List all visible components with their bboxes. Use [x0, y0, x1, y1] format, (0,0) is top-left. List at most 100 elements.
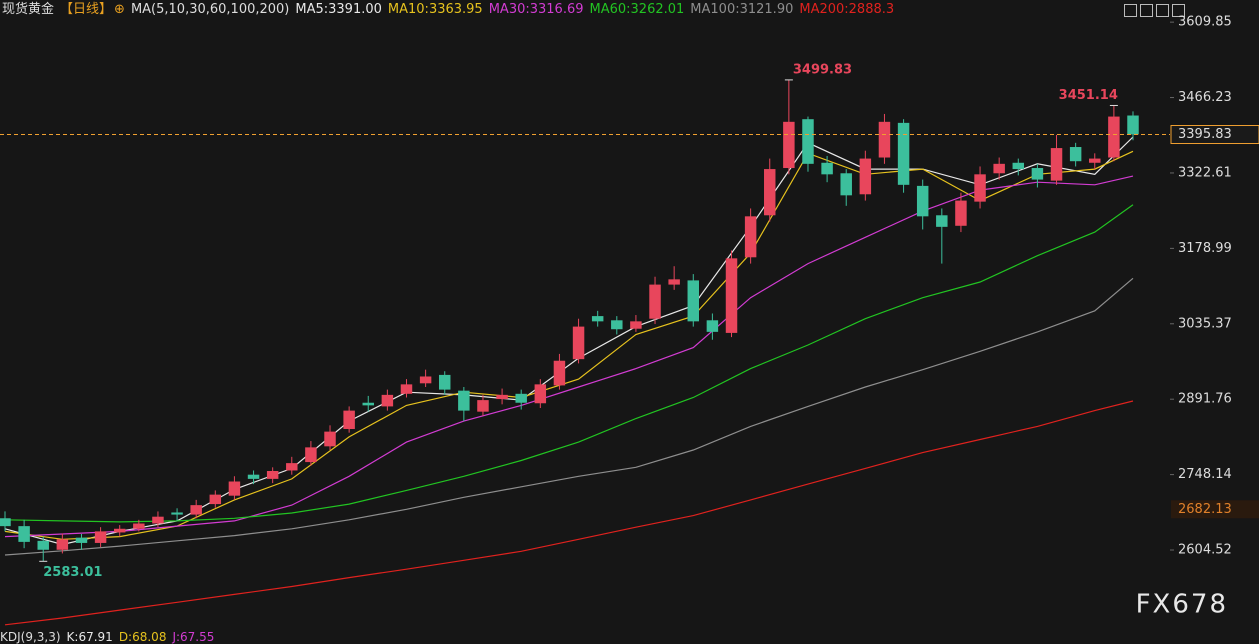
legend-entry: MA30:3316.69 [488, 2, 584, 17]
candle-body [1050, 148, 1063, 181]
candle-body [897, 122, 910, 185]
candle-body [362, 402, 374, 406]
legend-entry: MA10:3363.95 [387, 2, 483, 17]
annotation: 3499.83 [793, 62, 852, 77]
ma-line [4, 136, 1134, 546]
candle-body [343, 410, 355, 429]
candle-body [305, 447, 317, 463]
candle-body [840, 173, 852, 196]
candle-body [171, 512, 183, 515]
candle-body [496, 394, 508, 400]
candle-body [113, 528, 126, 533]
candle-body [381, 394, 394, 407]
candle-body [878, 121, 891, 158]
candle-body [687, 280, 700, 322]
candle-body [458, 390, 470, 411]
candle-body [1127, 115, 1139, 135]
candle-body [18, 526, 30, 542]
candle-body [706, 320, 719, 332]
candle-body [572, 326, 585, 360]
candle-body [400, 384, 413, 394]
price-label-box [1170, 125, 1259, 145]
price-label-box [1171, 500, 1259, 519]
candle-body [1089, 158, 1101, 163]
candle-body [266, 471, 279, 479]
y-tick-label: 3466.23 [1178, 90, 1232, 105]
tool-button[interactable] [1140, 4, 1153, 17]
candle-body [553, 360, 566, 386]
candle-body [247, 474, 260, 479]
candle-body [75, 537, 88, 543]
y-tick-label: 2604.52 [1178, 543, 1232, 558]
y-tick-label: 3178.99 [1178, 241, 1232, 256]
annotation: 3451.14 [1059, 88, 1118, 103]
price-label: 3395.83 [1178, 127, 1232, 142]
candle-body [209, 494, 222, 505]
candle-body [1012, 162, 1025, 170]
candle-body [228, 481, 241, 496]
tool-button[interactable] [1124, 4, 1137, 17]
y-tick-label: 3609.85 [1178, 15, 1232, 30]
candle-body [0, 518, 11, 527]
candle-body [611, 320, 623, 330]
candle-body [955, 200, 967, 226]
candle-body [190, 505, 202, 515]
candle-body [515, 393, 527, 403]
candle-body [649, 284, 661, 319]
price-label: 2682.13 [1178, 502, 1232, 517]
candle-body [802, 119, 814, 164]
candle-body [1069, 147, 1082, 162]
candle-body [1108, 116, 1120, 158]
chart: FX678 3609.85 3466.23 3322.61 3178.99 3035.3… [0, 15, 1259, 626]
indicator-name: KDJ(9,3,3) [0, 630, 61, 644]
candle-body [764, 169, 776, 216]
watermark: FX678 [1136, 590, 1228, 620]
symbol-title: 现货黄金 [2, 2, 55, 17]
header: 现货黄金 【日线】 ⊕ MA(5,10,30,60,100,200) MA5:3391.… [2, 1, 906, 19]
candle-body [668, 279, 680, 285]
candle-body [936, 215, 948, 227]
candle-body [859, 158, 872, 195]
tool-button[interactable] [1172, 4, 1185, 17]
y-tick-label: 2748.14 [1178, 467, 1232, 482]
candle-body [1031, 168, 1044, 180]
ma-line [4, 204, 1134, 523]
legend-entry: MA60:3262.01 [589, 2, 685, 17]
candle-body [993, 163, 1005, 174]
candle-body [438, 374, 451, 390]
candle-body [56, 539, 69, 550]
annotation: 2583.01 [43, 565, 102, 580]
ma-line [4, 400, 1134, 626]
toolbar [1121, 2, 1185, 21]
period[interactable]: 【日线】 [60, 2, 113, 17]
candle-body [534, 384, 547, 404]
indicator-value: J:67.55 [172, 630, 215, 644]
candle-body [916, 185, 929, 217]
ma-line [4, 277, 1134, 556]
settings-icon[interactable]: ⊕ [114, 2, 125, 17]
candle-body [974, 174, 986, 202]
candle-body [744, 216, 757, 258]
candle-body [419, 376, 432, 384]
legend-entry: MA200:2888.3 [799, 2, 895, 17]
indicator-legend: KDJ(9,3,3) K:67.91 D:68.08 J:67.55 [0, 630, 220, 644]
y-tick-label: 2891.76 [1178, 392, 1232, 407]
candle-body [783, 121, 795, 169]
candle-body [152, 516, 164, 524]
candle-body [324, 431, 336, 447]
legend-entry: MA100:3121.90 [690, 2, 794, 17]
candle-body [725, 258, 738, 333]
y-tick-label: 3322.61 [1178, 165, 1232, 180]
candle-body [630, 321, 642, 329]
legend: MA5:3391.00 MA10:3363.95 MA30:3316.69 MA60:… [295, 2, 900, 17]
indicator-value: D:68.08 [118, 630, 167, 644]
candle-body [591, 316, 604, 322]
candle-body [286, 463, 298, 471]
candle-body [821, 162, 833, 175]
legend-entry: MA5:3391.00 [295, 2, 382, 17]
candle-body [37, 540, 49, 550]
tool-button[interactable] [1156, 4, 1169, 17]
indicator-value: K:67.91 [66, 630, 113, 644]
ma-label: MA(5,10,30,60,100,200) [130, 2, 290, 17]
